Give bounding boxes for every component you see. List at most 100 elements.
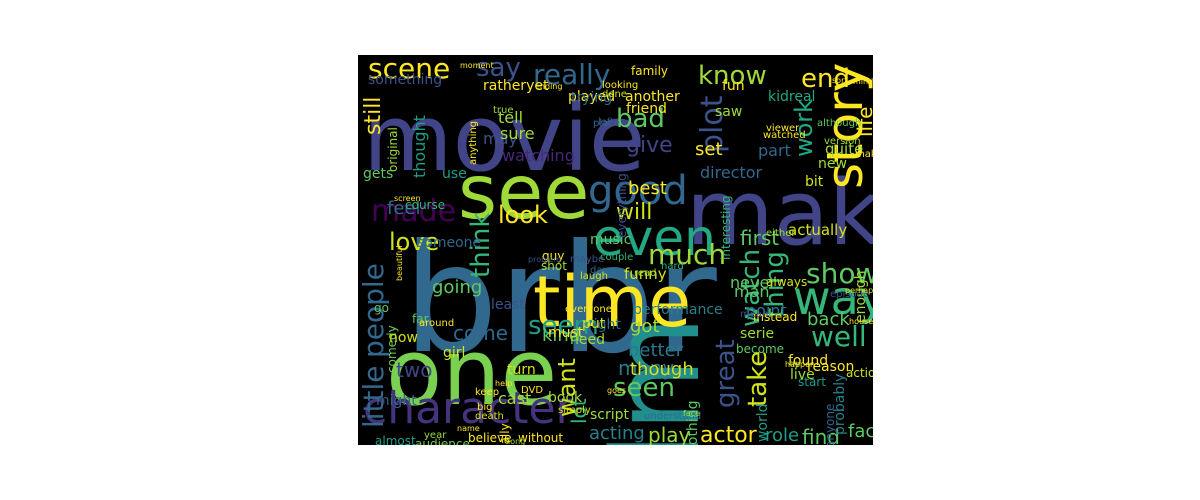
word-bad: bad: [616, 104, 665, 134]
word-moment: moment: [460, 61, 494, 70]
word-know: know: [698, 61, 767, 91]
word-laugh: laugh: [580, 271, 608, 282]
word-making: making: [855, 149, 873, 160]
word-true: true: [493, 105, 514, 116]
word-many: many: [618, 356, 675, 380]
word-point: point: [746, 301, 787, 320]
word-big: big: [477, 402, 493, 413]
word-never: never: [730, 273, 776, 292]
word-script: script: [590, 407, 630, 423]
word-played: played: [568, 89, 616, 105]
word-friend: friend: [626, 101, 667, 117]
word-part: part: [758, 141, 791, 160]
word-love: love: [389, 228, 440, 256]
word-looking: looking: [602, 80, 639, 91]
word-must: must: [548, 325, 584, 341]
word-gets: gets: [363, 166, 394, 182]
word-keep: keep: [475, 387, 500, 398]
word-way: way: [793, 271, 873, 325]
word-world: world: [755, 403, 771, 442]
word-long: long: [508, 437, 526, 446]
word-ending: ending: [535, 82, 563, 91]
word-cast: cast: [498, 389, 532, 408]
word-end: end: [801, 64, 850, 94]
word-least: least: [491, 297, 525, 313]
word-good: good: [588, 168, 688, 214]
word-around: around: [419, 318, 455, 329]
word-hard: hard: [661, 261, 684, 272]
word-now: now: [389, 330, 418, 346]
word-place: place: [593, 118, 620, 129]
word-far: far: [412, 312, 429, 326]
word-episode: episode: [830, 289, 870, 300]
word-everyone: everyone: [565, 304, 612, 315]
word-well: well: [811, 320, 867, 353]
word-reason: reason: [807, 359, 855, 375]
word-use: use: [442, 166, 467, 182]
word-cloud-canvas: moviebrbrfilmonetimemakeseecharactereven…: [358, 55, 873, 445]
word-maybe: maybe: [570, 254, 605, 265]
word-nothing: nothing: [685, 400, 701, 445]
word-instead: instead: [753, 310, 798, 324]
word-fun: fun: [722, 78, 745, 94]
word-performance: performance: [633, 302, 723, 318]
word-problem: problem: [528, 255, 562, 264]
word-audience: audience: [415, 437, 470, 445]
word-really: really: [533, 58, 611, 91]
word-still: still: [361, 96, 386, 135]
word-right: right: [588, 317, 621, 333]
word-make: make: [686, 161, 873, 266]
word-find: find: [802, 425, 840, 445]
word-done: done: [602, 89, 627, 100]
word-new: new: [818, 156, 847, 172]
word-perhaps: perhaps: [845, 286, 873, 295]
word-seem: seem: [528, 311, 599, 341]
word-mind: mind: [853, 77, 873, 86]
word-kidreal: kidreal: [768, 89, 816, 105]
word-see: see: [458, 148, 590, 236]
word-man: man: [734, 282, 770, 301]
word-either: either: [766, 228, 796, 239]
word-interesting: interesting: [719, 195, 733, 260]
word-turn: turn: [507, 362, 536, 378]
word-beautiful: beautiful: [395, 245, 404, 281]
word-two: two: [396, 358, 433, 382]
word-go: go: [374, 301, 389, 315]
word-house: house: [849, 317, 873, 326]
word-another: another: [625, 89, 680, 105]
word-girl: girl: [443, 345, 466, 361]
word-time: time: [533, 261, 692, 343]
word-course: course: [405, 198, 446, 212]
word-version: version: [824, 136, 861, 147]
word-tell: tell: [498, 108, 524, 127]
word-simply: simply: [558, 405, 591, 416]
word-better: better: [628, 340, 684, 361]
word-death: death: [475, 411, 504, 422]
word-something: something: [368, 72, 443, 88]
word-sure: sure: [500, 124, 535, 143]
word-take: take: [743, 350, 773, 407]
word-bit: bit: [805, 174, 824, 190]
word-first: first: [740, 226, 780, 250]
word-actually: actually: [788, 221, 848, 239]
word-couple: couple: [600, 252, 634, 263]
word-name: name: [457, 424, 480, 433]
word-director: director: [700, 163, 763, 182]
word-saw: saw: [715, 104, 743, 120]
word-kind: kind: [542, 325, 581, 346]
word-much: much: [648, 238, 727, 271]
word-read: read: [634, 268, 657, 279]
word-might: might: [376, 393, 417, 409]
word-show: show: [806, 257, 873, 290]
word-acting: acting: [589, 423, 645, 444]
word-live: live: [790, 367, 815, 383]
word-give: give: [626, 133, 673, 158]
word-face: face: [683, 409, 701, 418]
word-come: come: [453, 321, 509, 345]
word-sort: sort: [832, 76, 848, 85]
word-quite: quite: [825, 140, 864, 158]
word-watched: watched: [763, 130, 806, 141]
word-play: play: [648, 423, 691, 445]
word-believe: believe: [468, 431, 512, 445]
word-though: though: [630, 359, 694, 380]
